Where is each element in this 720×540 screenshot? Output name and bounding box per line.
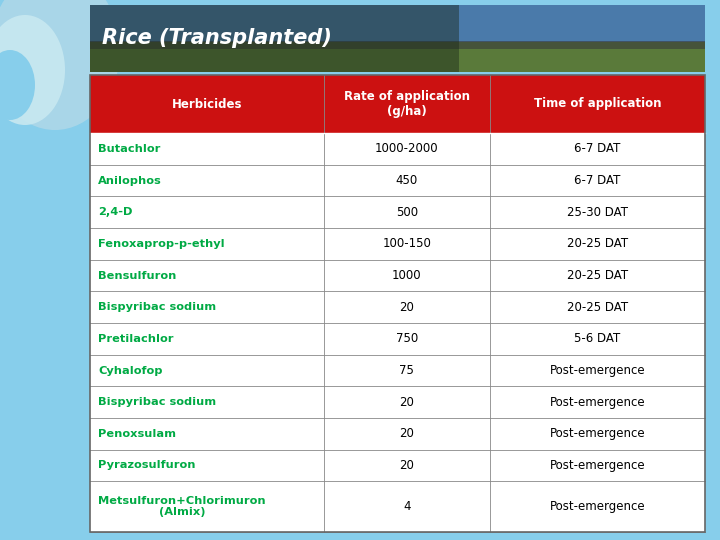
Bar <box>90 418 705 450</box>
Text: Post-emergence: Post-emergence <box>549 364 645 377</box>
Bar <box>90 42 705 72</box>
Bar <box>90 75 705 532</box>
Text: Pyrazosulfuron: Pyrazosulfuron <box>98 461 196 470</box>
Text: 4: 4 <box>403 500 410 513</box>
Text: 20: 20 <box>400 301 414 314</box>
Text: Rate of application
(g/ha): Rate of application (g/ha) <box>343 90 469 118</box>
Text: Rice (Transplanted): Rice (Transplanted) <box>102 29 332 49</box>
Text: 100-150: 100-150 <box>382 238 431 251</box>
Text: 20-25 DAT: 20-25 DAT <box>567 269 628 282</box>
Text: 20: 20 <box>400 427 414 440</box>
Text: Herbicides: Herbicides <box>171 98 242 111</box>
Bar <box>90 481 705 532</box>
Text: Butachlor: Butachlor <box>98 144 161 154</box>
Bar <box>90 75 705 133</box>
Text: Fenoxaprop-p-ethyl: Fenoxaprop-p-ethyl <box>98 239 225 249</box>
Bar <box>90 228 705 260</box>
Text: 5-6 DAT: 5-6 DAT <box>575 332 621 346</box>
Bar <box>90 5 705 42</box>
Ellipse shape <box>0 0 120 130</box>
Bar <box>90 292 705 323</box>
Ellipse shape <box>0 15 65 125</box>
Text: 750: 750 <box>395 332 418 346</box>
Bar <box>90 133 705 165</box>
Bar <box>90 386 705 418</box>
Text: Post-emergence: Post-emergence <box>549 396 645 409</box>
Text: 500: 500 <box>396 206 418 219</box>
Text: 1000: 1000 <box>392 269 421 282</box>
Text: 20: 20 <box>400 396 414 409</box>
Bar <box>90 260 705 292</box>
Text: Metsulfuron+Chlorimuron
(Almix): Metsulfuron+Chlorimuron (Almix) <box>98 496 266 517</box>
Text: Anilophos: Anilophos <box>98 176 162 186</box>
Text: Post-emergence: Post-emergence <box>549 427 645 440</box>
Bar <box>90 5 459 72</box>
Bar <box>90 355 705 386</box>
Text: 20-25 DAT: 20-25 DAT <box>567 238 628 251</box>
Text: 20: 20 <box>400 459 414 472</box>
Text: Cyhalofop: Cyhalofop <box>98 366 163 375</box>
Bar <box>90 450 705 481</box>
Text: Penoxsulam: Penoxsulam <box>98 429 176 439</box>
Bar <box>90 323 705 355</box>
Text: 450: 450 <box>395 174 418 187</box>
Text: Time of application: Time of application <box>534 98 661 111</box>
Text: 2,4-D: 2,4-D <box>98 207 132 217</box>
Text: Bensulfuron: Bensulfuron <box>98 271 176 280</box>
Text: Bispyribac sodium: Bispyribac sodium <box>98 397 216 407</box>
Text: 6-7 DAT: 6-7 DAT <box>574 143 621 156</box>
Text: 20-25 DAT: 20-25 DAT <box>567 301 628 314</box>
Text: 1000-2000: 1000-2000 <box>375 143 438 156</box>
Text: 75: 75 <box>400 364 414 377</box>
Text: Post-emergence: Post-emergence <box>549 459 645 472</box>
Text: Post-emergence: Post-emergence <box>549 500 645 513</box>
Text: 25-30 DAT: 25-30 DAT <box>567 206 628 219</box>
Text: 6-7 DAT: 6-7 DAT <box>574 174 621 187</box>
Bar <box>90 197 705 228</box>
Text: Pretilachlor: Pretilachlor <box>98 334 174 344</box>
Ellipse shape <box>0 50 35 120</box>
Bar <box>90 40 705 49</box>
Bar <box>90 165 705 197</box>
Text: Bispyribac sodium: Bispyribac sodium <box>98 302 216 312</box>
